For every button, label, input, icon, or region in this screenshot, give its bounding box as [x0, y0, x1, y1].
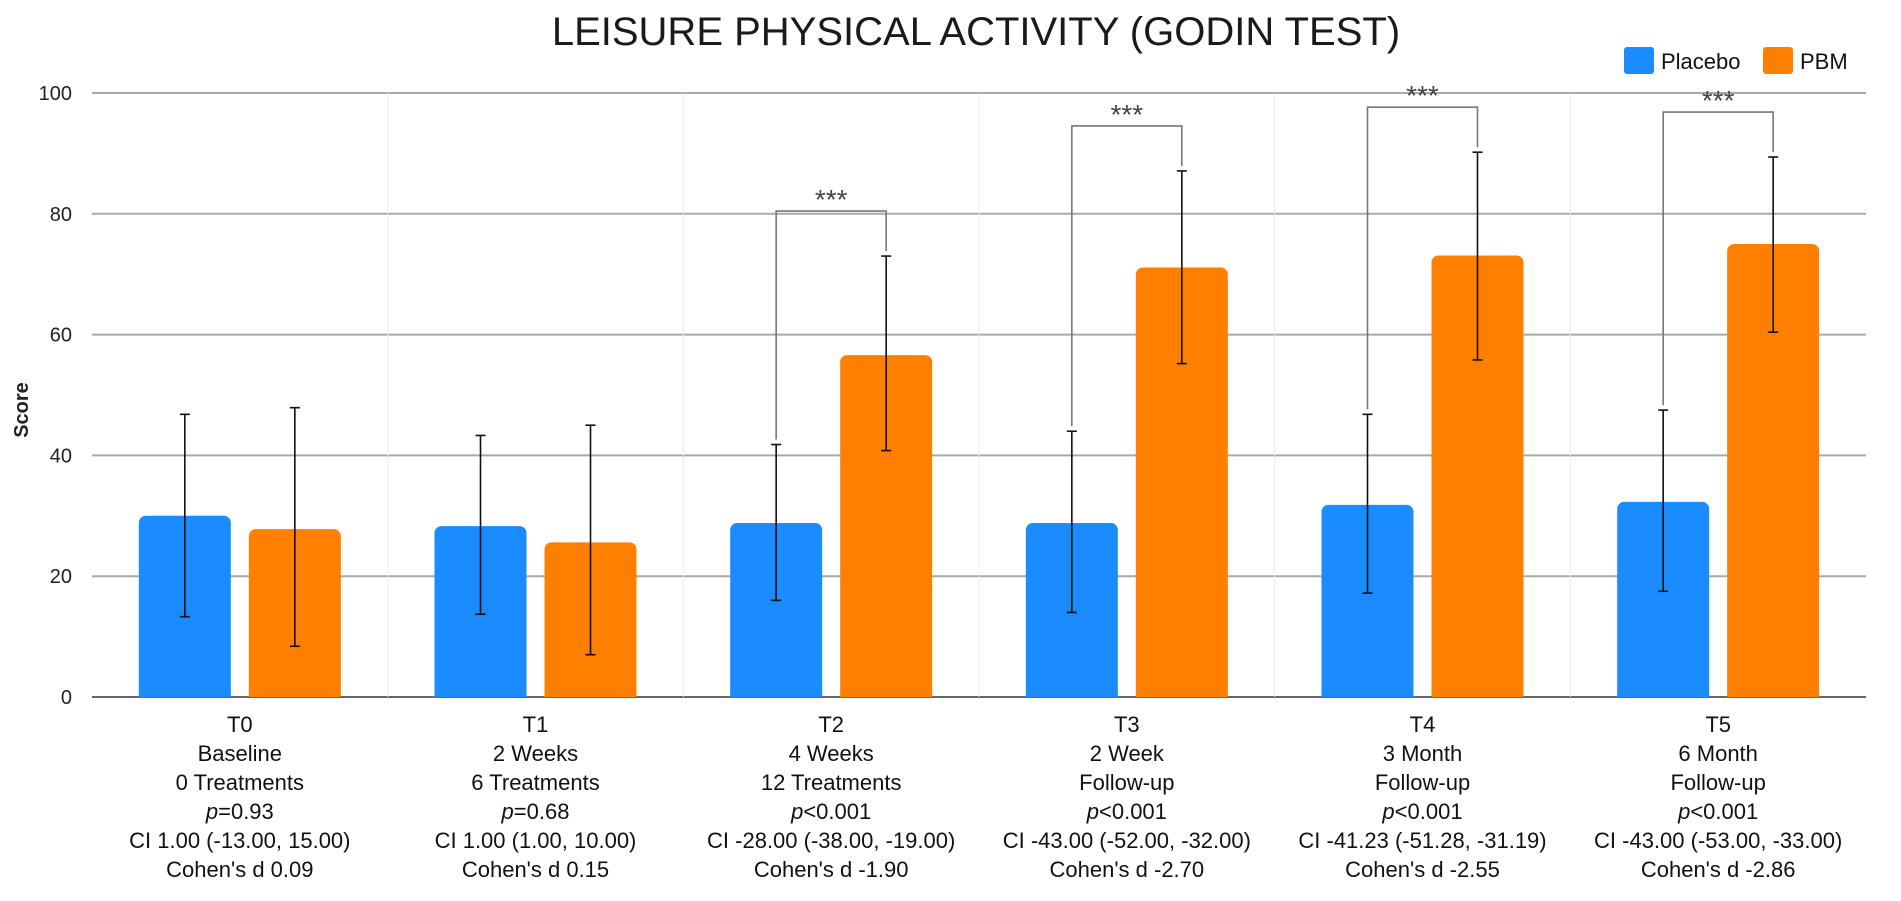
bar-placebo-t4	[1321, 504, 1414, 697]
legend-swatch-placebo	[1624, 47, 1654, 74]
y-axis-ticks: 0 20 40 60 80 100	[39, 83, 72, 709]
category-code: T2	[818, 712, 844, 737]
bar-base	[730, 689, 823, 697]
p-value: p<0.001	[1677, 799, 1758, 824]
y-axis-label: Score	[11, 382, 33, 438]
p-value: p<0.001	[1381, 799, 1462, 824]
y-tick-label: 40	[50, 445, 72, 467]
effect-size: Cohen's d 0.09	[166, 857, 313, 882]
bar-pbm-t5	[1727, 244, 1820, 697]
category-line2: Follow-up	[1670, 770, 1765, 795]
category-line2: 0 Treatments	[176, 770, 304, 795]
y-tick-label: 80	[50, 204, 72, 226]
bar-base	[1135, 689, 1228, 697]
bar-base	[248, 689, 341, 697]
p-prefix: p	[1381, 799, 1394, 824]
legend-swatch-pbm	[1763, 47, 1793, 74]
category-line1: 6 Month	[1678, 741, 1758, 766]
p-value-number: =0.68	[514, 799, 570, 824]
effect-size: Cohen's d -2.86	[1641, 857, 1796, 882]
bar-pbm-t2	[840, 355, 933, 697]
significance-bracket	[1366, 106, 1479, 410]
p-prefix: p	[1677, 799, 1690, 824]
category-line2: 12 Treatments	[761, 770, 902, 795]
effect-size: Cohen's d -1.90	[754, 857, 909, 882]
p-value-number: <0.001	[1099, 799, 1167, 824]
p-prefix: p	[1086, 799, 1099, 824]
y-tick-label: 20	[50, 566, 72, 588]
bar-base	[544, 689, 637, 697]
significance-stars: ***	[1702, 85, 1735, 116]
legend-label-placebo: Placebo	[1661, 49, 1741, 74]
bar-base	[1727, 689, 1820, 697]
confidence-interval: CI -28.00 (-38.00, -19.00)	[707, 828, 955, 853]
significance-bracket	[1071, 125, 1183, 427]
significance-brackets: *** *** *** ***	[775, 80, 1774, 440]
significance-bracket	[775, 210, 887, 440]
y-tick-label: 0	[61, 687, 72, 709]
bar-placebo-t5	[1617, 501, 1710, 697]
category-line2: Follow-up	[1375, 770, 1470, 795]
p-prefix: p	[205, 799, 218, 824]
significance-stars: ***	[1110, 99, 1143, 130]
category-line1: 2 Week	[1090, 741, 1165, 766]
bar-pbm-t3	[1135, 267, 1228, 697]
category-line1: 4 Weeks	[789, 741, 874, 766]
bar-pbm-t4	[1431, 255, 1524, 697]
bar-base	[840, 689, 933, 697]
p-prefix: p	[501, 799, 514, 824]
significance-bracket	[1662, 111, 1774, 406]
p-value: p=0.93	[205, 799, 274, 824]
confidence-interval: CI -43.00 (-52.00, -32.00)	[1003, 828, 1251, 853]
gridlines	[92, 92, 1866, 698]
significance-stars: ***	[1406, 80, 1439, 111]
legend: Placebo PBM	[1624, 47, 1848, 74]
bar-base	[434, 689, 527, 697]
legend-label-pbm: PBM	[1800, 49, 1848, 74]
category-code: T0	[227, 712, 253, 737]
effect-size: Cohen's d -2.70	[1050, 857, 1205, 882]
effect-size: Cohen's d -2.55	[1345, 857, 1500, 882]
confidence-interval: CI 1.00 (-13.00, 15.00)	[129, 828, 350, 853]
bar-base	[138, 689, 231, 697]
p-value-number: <0.001	[1690, 799, 1758, 824]
bar-base	[1025, 689, 1118, 697]
category-line2: 6 Treatments	[471, 770, 599, 795]
category-code: T5	[1705, 712, 1731, 737]
y-tick-label: 60	[50, 325, 72, 347]
bar-base	[1617, 689, 1710, 697]
effect-size: Cohen's d 0.15	[462, 857, 609, 882]
p-value-number: <0.001	[803, 799, 871, 824]
p-value: p<0.001	[790, 799, 871, 824]
category-line1: 2 Weeks	[493, 741, 578, 766]
category-code: T4	[1410, 712, 1436, 737]
error-bars	[179, 151, 1779, 656]
confidence-interval: CI 1.00 (1.00, 10.00)	[435, 828, 637, 853]
confidence-interval: CI -43.00 (-53.00, -33.00)	[1594, 828, 1842, 853]
p-value-number: =0.93	[218, 799, 274, 824]
significance-stars: ***	[815, 184, 848, 215]
category-line2: Follow-up	[1079, 770, 1174, 795]
p-value: p=0.68	[501, 799, 570, 824]
category-code: T1	[523, 712, 549, 737]
bar-base	[1431, 689, 1524, 697]
chart-title: LEISURE PHYSICAL ACTIVITY (GODIN TEST)	[552, 10, 1400, 54]
p-prefix: p	[790, 799, 803, 824]
category-line1: 3 Month	[1383, 741, 1463, 766]
category-code: T3	[1114, 712, 1140, 737]
p-value: p<0.001	[1086, 799, 1167, 824]
category-line1: Baseline	[198, 741, 282, 766]
confidence-interval: CI -41.23 (-51.28, -31.19)	[1298, 828, 1546, 853]
y-tick-label: 100	[39, 83, 72, 105]
p-value-number: <0.001	[1395, 799, 1463, 824]
bar-base	[1321, 689, 1414, 697]
bar-placebo-t2	[730, 523, 823, 697]
